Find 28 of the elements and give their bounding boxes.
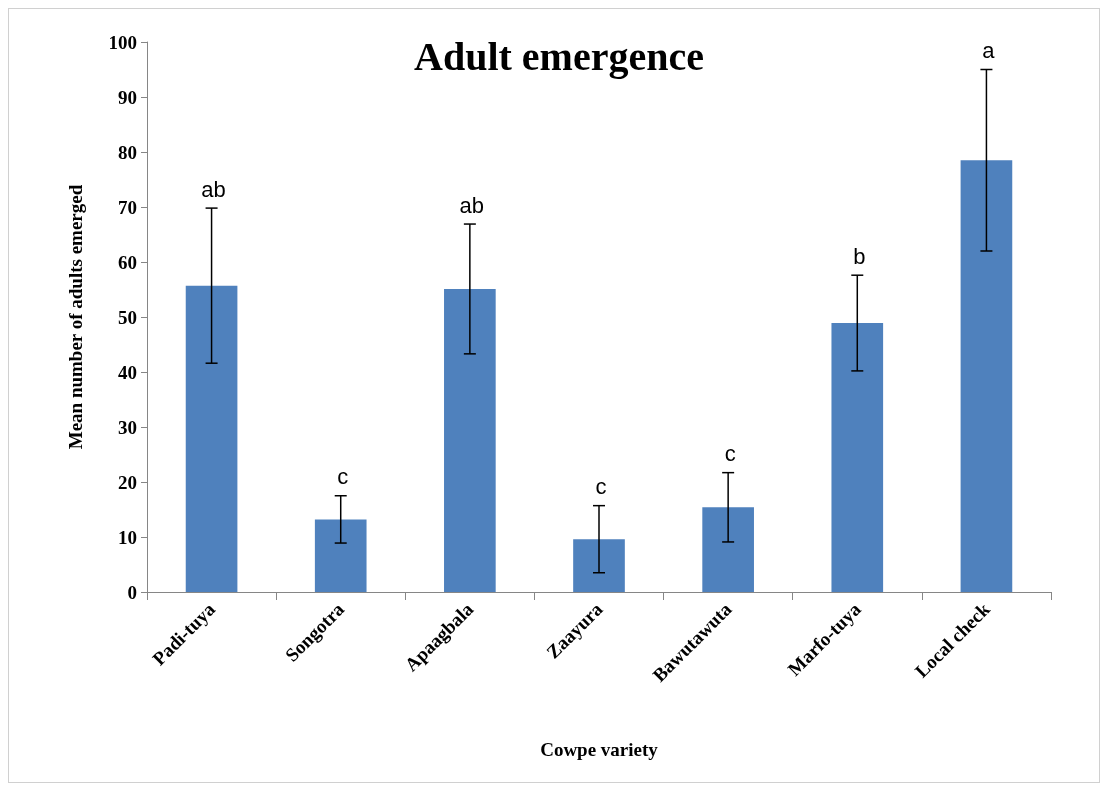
y-axis-title: Mean number of adults emerged xyxy=(65,184,86,450)
x-axis-title: Cowpe variety xyxy=(540,739,659,760)
bar xyxy=(702,507,754,592)
y-tick-label: 30 xyxy=(118,416,137,438)
annotation: c xyxy=(595,474,607,500)
y-tick-label: 0 xyxy=(127,581,137,603)
y-tick-label: 10 xyxy=(118,526,137,548)
bar xyxy=(444,288,496,592)
bar xyxy=(573,539,625,592)
bar xyxy=(314,519,367,592)
y-tick-label: 60 xyxy=(118,251,137,273)
annotation: c xyxy=(337,464,349,490)
y-tick-label: 70 xyxy=(118,196,137,218)
annotation: b xyxy=(853,243,866,269)
y-tick-label: 40 xyxy=(118,361,137,383)
y-tick-label: 100 xyxy=(108,31,137,53)
bar xyxy=(831,323,884,592)
annotation: ab xyxy=(201,176,226,202)
y-tick-label: 90 xyxy=(118,86,137,108)
y-tick-label: 20 xyxy=(118,471,137,493)
bar xyxy=(960,160,1013,592)
bar xyxy=(185,285,238,592)
annotation: a xyxy=(982,38,996,63)
y-tick-label: 50 xyxy=(118,306,137,328)
chart-title: Adult emergence xyxy=(414,33,704,79)
annotation: ab xyxy=(459,192,485,218)
annotation: c xyxy=(724,441,736,467)
y-tick-label: 80 xyxy=(118,141,137,163)
